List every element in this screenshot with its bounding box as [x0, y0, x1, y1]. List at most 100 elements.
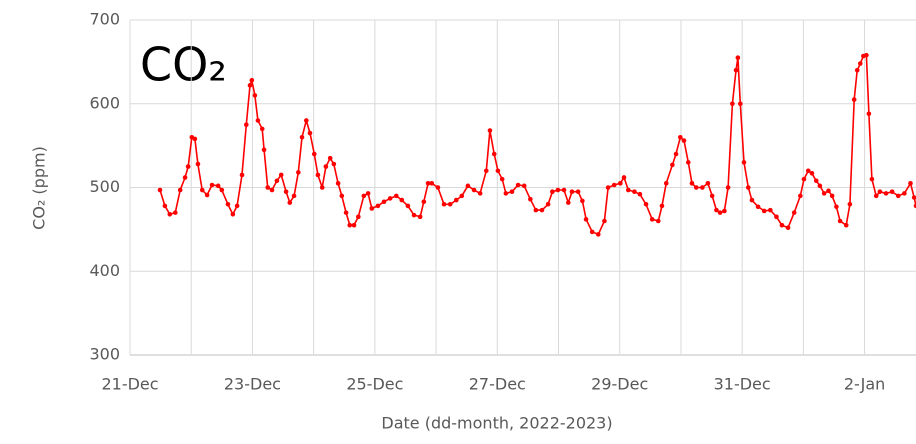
- data-point: [733, 67, 739, 73]
- data-point: [555, 187, 561, 193]
- data-point: [172, 210, 178, 215]
- data-point: [670, 162, 675, 168]
- y-tick-label: 400: [89, 261, 120, 280]
- data-point: [829, 193, 835, 199]
- data-point: [327, 155, 333, 161]
- data-point: [730, 101, 735, 107]
- data-point: [459, 193, 465, 199]
- data-point: [864, 52, 869, 58]
- data-point: [655, 218, 661, 224]
- data-point: [252, 93, 258, 98]
- data-point: [569, 189, 575, 194]
- data-point: [239, 172, 245, 178]
- data-point: [425, 181, 431, 186]
- data-point: [791, 210, 797, 215]
- data-point: [219, 187, 225, 193]
- data-point: [347, 222, 353, 228]
- data-point: [441, 201, 447, 207]
- data-point: [167, 212, 173, 217]
- data-point: [429, 181, 435, 186]
- data-point: [465, 183, 471, 189]
- data-point: [421, 199, 427, 205]
- data-point: [637, 191, 643, 197]
- data-point: [323, 164, 329, 169]
- data-point: [487, 128, 493, 133]
- data-point: [261, 147, 267, 153]
- data-point: [247, 83, 253, 88]
- x-tick-label: 2-Jan: [844, 375, 886, 394]
- data-point: [911, 195, 916, 200]
- data-point: [873, 193, 879, 199]
- data-point: [265, 185, 271, 190]
- data-point: [185, 164, 191, 169]
- x-tick-label: 27-Dec: [469, 375, 526, 394]
- data-point: [643, 201, 649, 207]
- data-point: [854, 67, 860, 73]
- data-point: [209, 182, 215, 188]
- data-point: [725, 185, 731, 190]
- data-point: [303, 118, 309, 123]
- data-point: [813, 178, 819, 184]
- y-tick-label: 600: [89, 93, 120, 112]
- data-point: [717, 210, 723, 215]
- data-point: [453, 197, 459, 203]
- data-point: [826, 188, 831, 194]
- data-point: [215, 183, 221, 189]
- data-point: [709, 193, 715, 199]
- x-tick-label: 25-Dec: [346, 375, 403, 394]
- data-point: [681, 138, 687, 143]
- data-point: [471, 187, 477, 193]
- data-point: [693, 185, 699, 190]
- data-point: [625, 187, 631, 193]
- data-point: [204, 192, 210, 198]
- data-point: [393, 193, 399, 199]
- data-point: [335, 181, 341, 186]
- data-point: [269, 187, 275, 193]
- data-point: [274, 178, 280, 184]
- x-tick-label: 23-Dec: [224, 375, 281, 394]
- x-axis-label: Date (dd-month, 2022-2023): [381, 414, 612, 433]
- data-point: [192, 136, 198, 142]
- data-point: [417, 214, 423, 220]
- data-point: [539, 207, 545, 213]
- data-point: [307, 130, 313, 136]
- data-point: [618, 181, 623, 186]
- data-point: [162, 203, 168, 209]
- data-point: [381, 199, 387, 205]
- data-point: [663, 181, 669, 186]
- data-point: [351, 222, 357, 228]
- data-point: [291, 193, 297, 199]
- data-point: [509, 189, 515, 194]
- x-tick-label: 31-Dec: [714, 375, 771, 394]
- data-point: [851, 97, 857, 102]
- data-point: [356, 214, 361, 220]
- data-point: [259, 126, 265, 132]
- data-point: [595, 232, 601, 237]
- y-tick-label: 700: [89, 10, 120, 29]
- data-point: [157, 187, 163, 193]
- data-point: [700, 185, 705, 190]
- data-point: [869, 176, 875, 182]
- data-point: [913, 203, 916, 209]
- data-point: [605, 185, 611, 190]
- chart-title: CO₂: [140, 38, 227, 92]
- data-point: [399, 197, 405, 203]
- data-point: [659, 203, 665, 209]
- data-point: [580, 198, 585, 204]
- data-point: [550, 189, 555, 194]
- data-point: [883, 191, 889, 196]
- data-point: [483, 168, 489, 174]
- x-tick-label: 29-Dec: [591, 375, 648, 394]
- data-point: [278, 172, 284, 178]
- data-point: [768, 207, 773, 213]
- data-point: [199, 187, 205, 193]
- data-point: [331, 161, 337, 167]
- data-point: [673, 151, 679, 157]
- data-point: [611, 182, 617, 188]
- data-point: [361, 193, 367, 199]
- data-point: [895, 193, 901, 199]
- y-tick-label: 300: [89, 345, 120, 364]
- data-point: [817, 183, 823, 189]
- x-tick-label: 21-Dec: [101, 375, 158, 394]
- data-point: [299, 134, 305, 140]
